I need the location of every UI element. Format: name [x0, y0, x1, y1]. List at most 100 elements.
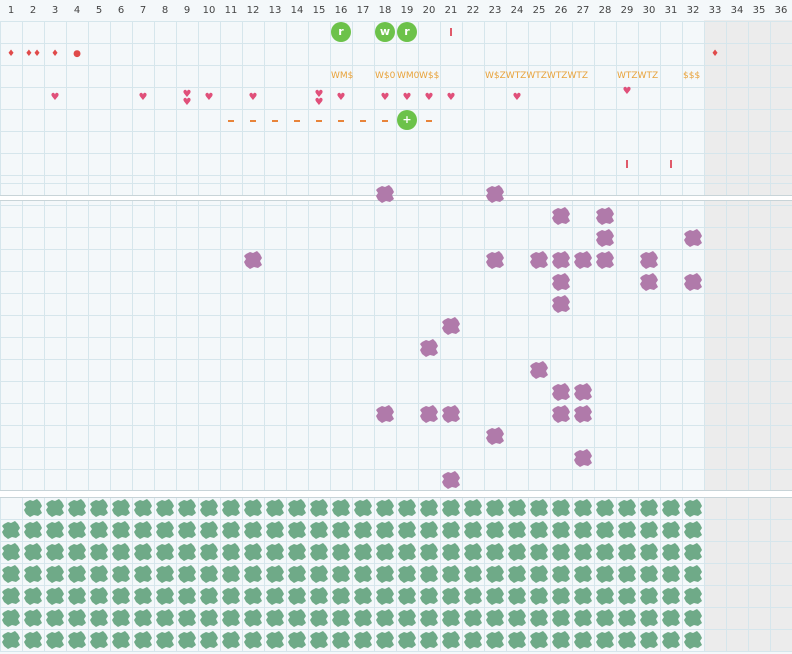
green-mark[interactable]: [683, 564, 703, 584]
green-mark[interactable]: [375, 564, 395, 584]
day-header[interactable]: 21: [444, 5, 458, 16]
green-mark[interactable]: [89, 520, 109, 540]
green-mark[interactable]: [331, 586, 351, 606]
green-mark[interactable]: [23, 564, 43, 584]
day-header[interactable]: 16: [334, 5, 348, 16]
green-mark[interactable]: [617, 564, 637, 584]
green-mark[interactable]: [353, 542, 373, 562]
green-mark[interactable]: [419, 586, 439, 606]
green-mark[interactable]: [463, 520, 483, 540]
green-mark[interactable]: [331, 520, 351, 540]
day-header[interactable]: 8: [161, 5, 169, 16]
green-mark[interactable]: [551, 520, 571, 540]
green-mark[interactable]: [617, 608, 637, 628]
green-mark[interactable]: [309, 498, 329, 518]
purple-mark[interactable]: [551, 272, 571, 292]
green-mark[interactable]: [639, 564, 659, 584]
green-mark[interactable]: [309, 520, 329, 540]
green-mark[interactable]: [573, 520, 593, 540]
purple-mark[interactable]: [529, 250, 549, 270]
sticker-w-icon[interactable]: w: [375, 22, 395, 42]
green-mark[interactable]: [67, 520, 87, 540]
green-mark[interactable]: [155, 520, 175, 540]
green-mark[interactable]: [331, 542, 351, 562]
green-mark[interactable]: [199, 630, 219, 650]
green-mark[interactable]: [265, 498, 285, 518]
green-mark[interactable]: [573, 586, 593, 606]
green-mark[interactable]: [45, 586, 65, 606]
green-mark[interactable]: [67, 586, 87, 606]
green-mark[interactable]: [45, 630, 65, 650]
green-mark[interactable]: [265, 630, 285, 650]
green-mark[interactable]: [133, 542, 153, 562]
green-mark[interactable]: [529, 608, 549, 628]
green-mark[interactable]: [551, 542, 571, 562]
green-mark[interactable]: [617, 586, 637, 606]
green-mark[interactable]: [309, 542, 329, 562]
green-mark[interactable]: [23, 630, 43, 650]
green-mark[interactable]: [529, 586, 549, 606]
green-mark[interactable]: [485, 586, 505, 606]
green-mark[interactable]: [221, 498, 241, 518]
green-mark[interactable]: [573, 498, 593, 518]
green-mark[interactable]: [309, 630, 329, 650]
green-mark[interactable]: [419, 542, 439, 562]
green-mark[interactable]: [177, 542, 197, 562]
green-mark[interactable]: [617, 630, 637, 650]
green-mark[interactable]: [595, 630, 615, 650]
green-mark[interactable]: [1, 564, 21, 584]
green-mark[interactable]: [265, 520, 285, 540]
green-mark[interactable]: [507, 542, 527, 562]
green-mark[interactable]: [683, 520, 703, 540]
green-mark[interactable]: [397, 520, 417, 540]
green-mark[interactable]: [529, 564, 549, 584]
green-mark[interactable]: [551, 498, 571, 518]
green-mark[interactable]: [573, 564, 593, 584]
purple-mark[interactable]: [595, 228, 615, 248]
green-mark[interactable]: [551, 564, 571, 584]
green-mark[interactable]: [111, 542, 131, 562]
green-mark[interactable]: [485, 520, 505, 540]
day-header[interactable]: 29: [620, 5, 634, 16]
green-mark[interactable]: [441, 564, 461, 584]
green-mark[interactable]: [221, 586, 241, 606]
green-mark[interactable]: [375, 630, 395, 650]
green-mark[interactable]: [595, 586, 615, 606]
green-mark[interactable]: [419, 498, 439, 518]
green-mark[interactable]: [551, 630, 571, 650]
purple-mark[interactable]: [441, 470, 461, 490]
green-mark[interactable]: [397, 586, 417, 606]
green-mark[interactable]: [177, 520, 197, 540]
green-mark[interactable]: [287, 542, 307, 562]
green-mark[interactable]: [67, 542, 87, 562]
green-mark[interactable]: [199, 564, 219, 584]
green-mark[interactable]: [265, 586, 285, 606]
green-mark[interactable]: [23, 498, 43, 518]
green-mark[interactable]: [353, 608, 373, 628]
green-mark[interactable]: [243, 608, 263, 628]
green-mark[interactable]: [309, 586, 329, 606]
green-mark[interactable]: [441, 498, 461, 518]
green-mark[interactable]: [155, 498, 175, 518]
green-mark[interactable]: [287, 498, 307, 518]
green-mark[interactable]: [397, 498, 417, 518]
purple-mark[interactable]: [683, 228, 703, 248]
day-header[interactable]: 33: [708, 5, 722, 16]
green-mark[interactable]: [89, 586, 109, 606]
green-mark[interactable]: [287, 586, 307, 606]
purple-mark[interactable]: [551, 382, 571, 402]
day-header[interactable]: 5: [95, 5, 103, 16]
day-header[interactable]: 19: [400, 5, 414, 16]
green-mark[interactable]: [331, 608, 351, 628]
day-header[interactable]: 2: [29, 5, 37, 16]
green-mark[interactable]: [507, 520, 527, 540]
day-header[interactable]: 7: [139, 5, 147, 16]
green-mark[interactable]: [265, 608, 285, 628]
green-mark[interactable]: [111, 630, 131, 650]
green-mark[interactable]: [67, 630, 87, 650]
green-mark[interactable]: [639, 630, 659, 650]
green-mark[interactable]: [661, 586, 681, 606]
green-mark[interactable]: [617, 520, 637, 540]
green-mark[interactable]: [243, 498, 263, 518]
purple-mark[interactable]: [573, 250, 593, 270]
